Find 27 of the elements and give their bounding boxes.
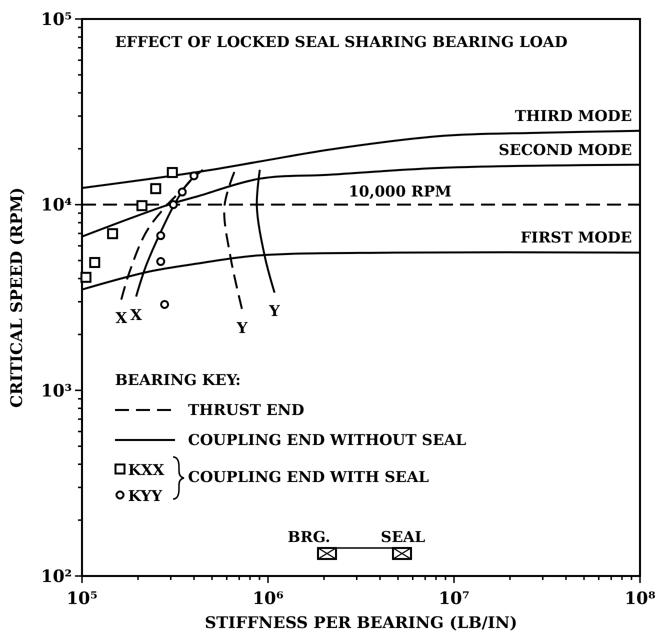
x-tick-label: 10⁸: [624, 589, 656, 609]
y-tick-label: 10⁵: [40, 10, 72, 30]
legend-label: COUPLING END WITHOUT SEAL: [188, 431, 467, 449]
legend-label: THRUST END: [188, 401, 304, 419]
text: EFFECT OF LOCKED SEAL SHARING BEARING LOAD: [115, 33, 568, 51]
annotation: SEAL: [380, 528, 426, 546]
legend-label: KYY: [128, 487, 162, 505]
x-tick-label: 10⁵: [66, 589, 98, 609]
x-tick-label: 10⁷: [438, 589, 470, 609]
annotation: Y: [268, 302, 280, 320]
series-label: SECOND MODE: [498, 140, 632, 159]
y-tick-label: 10²: [40, 566, 72, 587]
legend-label: KXX: [128, 461, 165, 479]
series-label: THIRD MODE: [514, 106, 632, 125]
annotation: COUPLING END WITH SEAL: [188, 468, 430, 486]
y-tick-label: 10³: [40, 381, 72, 402]
y-axis-title: CRITICAL SPEED (RPM): [7, 187, 26, 408]
x-axis-title: STIFFNESS PER BEARING (LB/IN): [204, 613, 518, 632]
annotation: X: [115, 308, 128, 327]
y-tick-label: 10⁴: [40, 196, 72, 216]
annotation: Y: [236, 318, 248, 337]
annotation: X: [130, 306, 142, 324]
ref-line-label: 10,000 RPM: [348, 182, 452, 201]
x-tick-label: 10⁶: [252, 589, 284, 609]
legend-title: BEARING KEY:: [115, 371, 241, 389]
series-label: FIRST MODE: [520, 228, 632, 247]
annotation: BRG.: [288, 528, 330, 546]
